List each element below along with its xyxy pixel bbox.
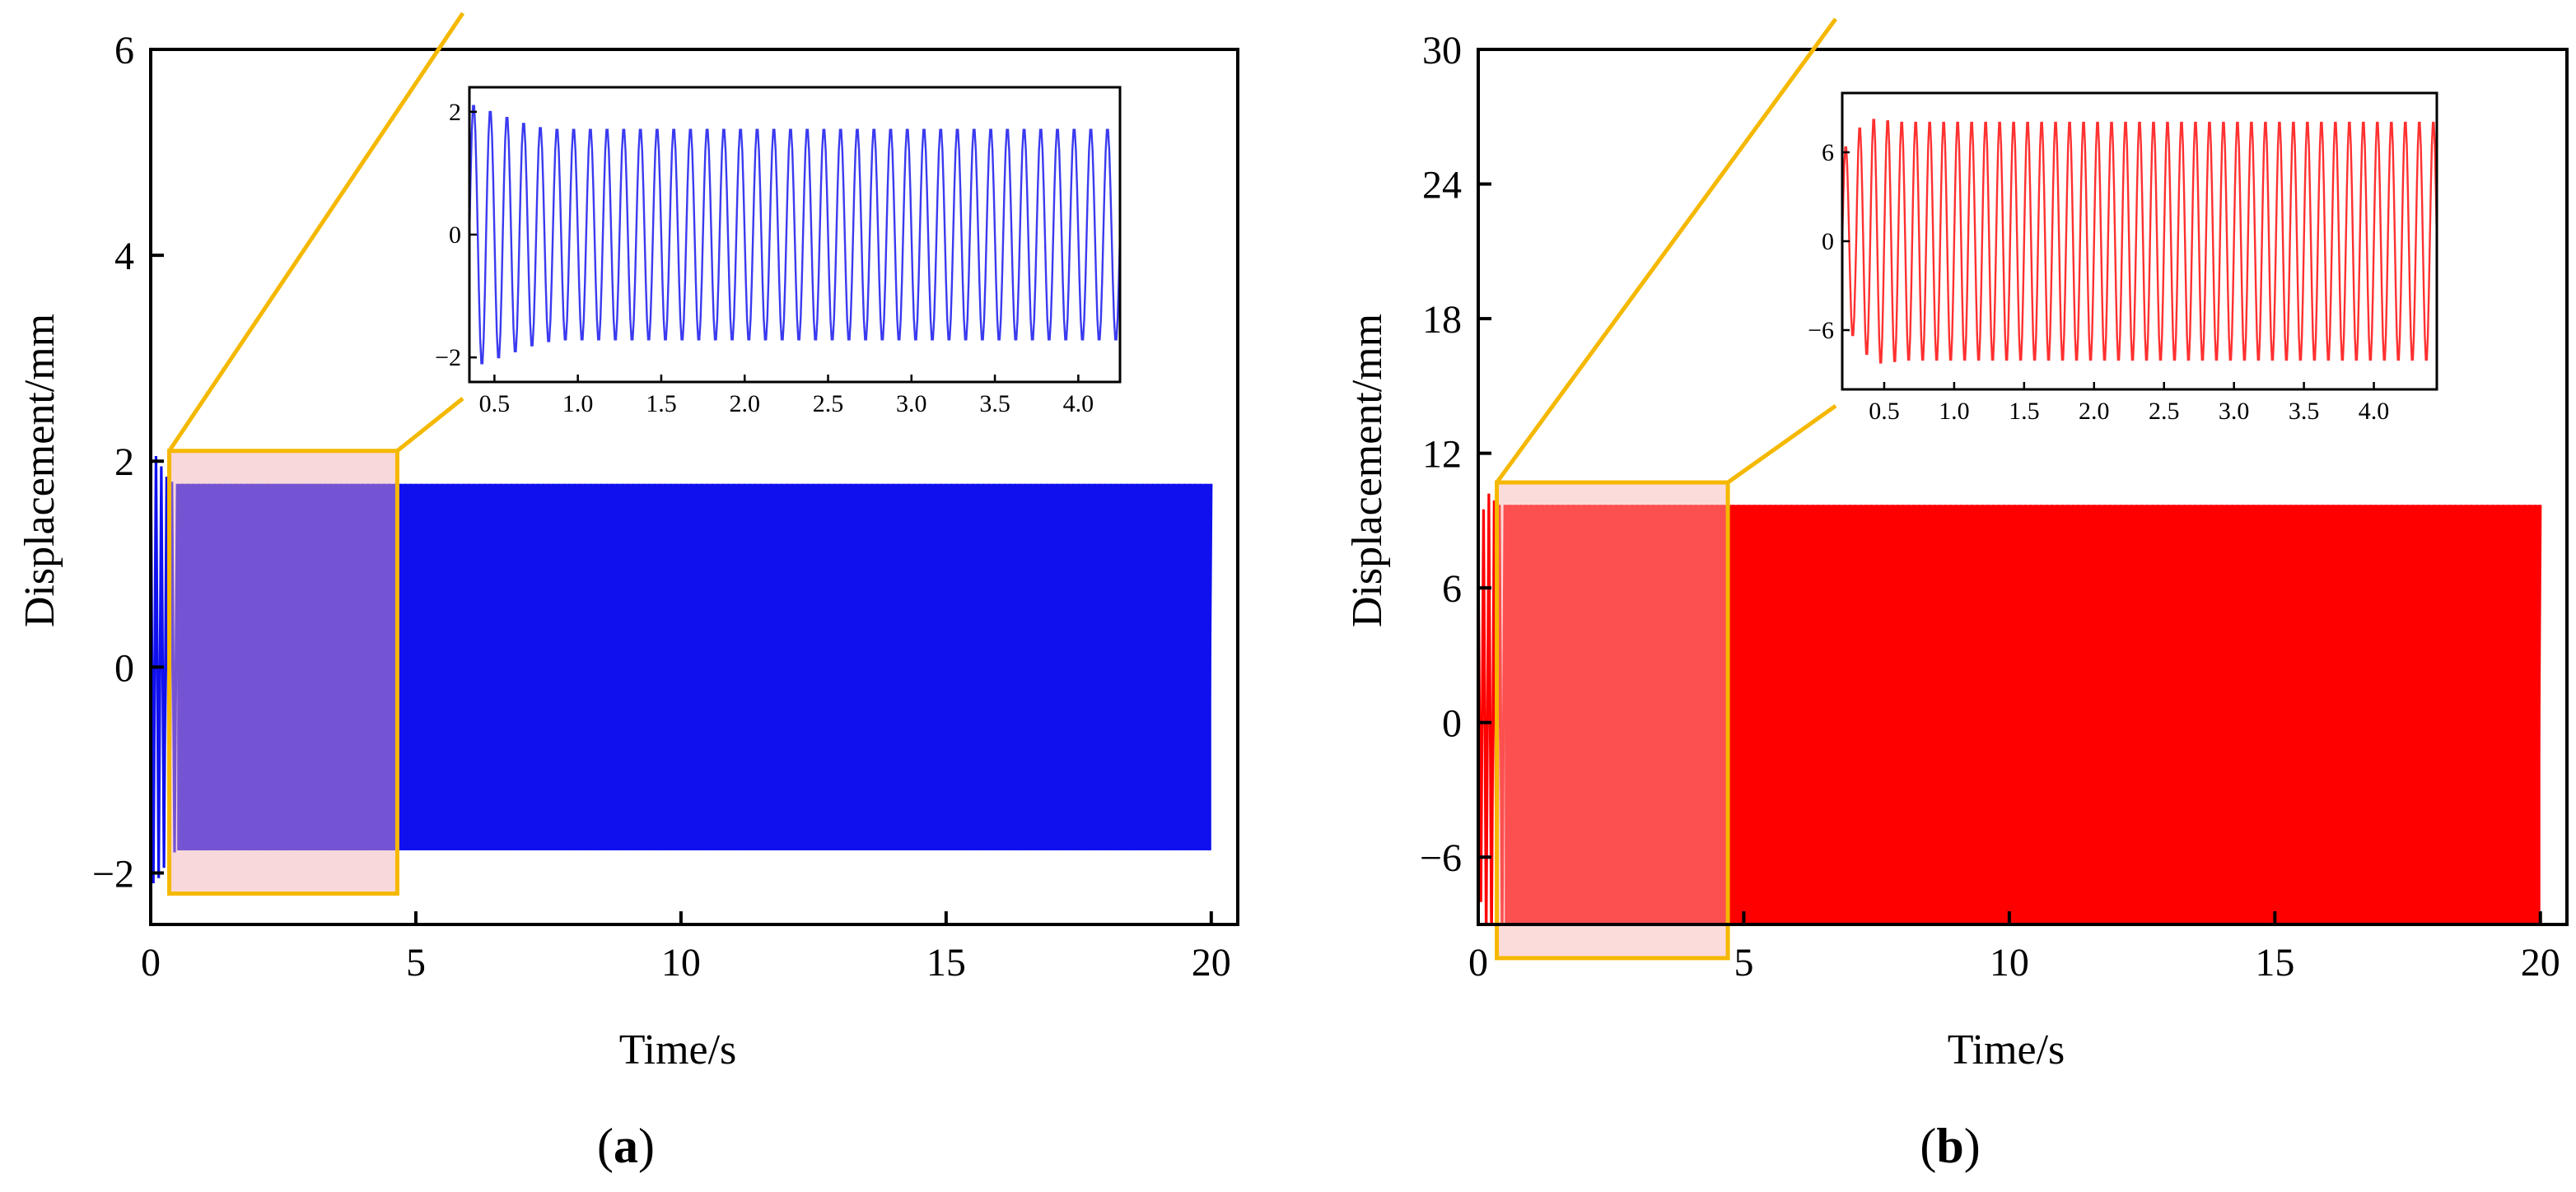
- x-tick-label: 0: [1468, 941, 1488, 985]
- inset-x-tick-label: 1.5: [2009, 398, 2040, 425]
- panel-label: (b): [1920, 1119, 1980, 1173]
- inset-x-tick-label: 2.5: [813, 390, 844, 417]
- inset-x-tick-label: 2.0: [729, 390, 760, 417]
- zoom-highlight: [169, 450, 398, 894]
- x-tick-label: 20: [2521, 941, 2560, 985]
- inset-plot: 0.5 1.0 1.5 2.0 2.5 3.0 3.5 4.0 −2 0 2: [435, 86, 1122, 417]
- panel-label-close: ): [638, 1119, 655, 1173]
- inset-series-line: [469, 105, 1120, 365]
- inset-background: [1842, 93, 2437, 389]
- x-tick-label: 20: [1192, 941, 1231, 985]
- zoom-frame: [1495, 480, 1730, 961]
- inset-y-tick-label: 2: [449, 99, 461, 126]
- panel-label-letter: b: [1936, 1119, 1963, 1173]
- x-tick-label: 5: [406, 941, 426, 985]
- panel-b: 0 5 10 15 20 −6 0 6 12 18 24 30 Time/s Displacement/m…: [1344, 17, 2569, 1173]
- series-band-fill: [177, 483, 1211, 850]
- x-tick-label: 10: [661, 941, 701, 985]
- axes-frame: [1477, 48, 2569, 926]
- y-tick-label: 18: [1422, 298, 1462, 342]
- inset-y-tick-label: 6: [1822, 139, 1834, 166]
- inset-x-tick-label: 4.0: [1063, 390, 1094, 417]
- inset-y-tick-label: −6: [1808, 317, 1834, 344]
- inset-x-tick-label: 0.5: [1869, 398, 1900, 425]
- inset-x-tick-label: 3.0: [896, 390, 927, 417]
- y-tick-label: 12: [1422, 433, 1462, 477]
- y-tick-label: 4: [114, 235, 134, 278]
- x-tick-label: 15: [926, 941, 966, 985]
- y-tick-label: 6: [1442, 567, 1462, 611]
- y-tick-label: 24: [1422, 164, 1462, 207]
- panel-label-close: ): [1964, 1119, 1981, 1173]
- y-tick-label: 6: [114, 29, 134, 72]
- x-tick-label: 10: [1990, 941, 2029, 985]
- x-tick-label: 5: [1734, 941, 1753, 985]
- y-axis-label: Displacement/mm: [16, 314, 63, 627]
- x-tick-label: 0: [141, 941, 161, 985]
- inset-x-tick-label: 3.5: [979, 390, 1010, 417]
- zoom-connector-right: [395, 397, 464, 453]
- inset-x-tick-label: 1.0: [562, 390, 594, 417]
- zoom-connector-right: [1726, 403, 1837, 485]
- y-tick-label: 0: [114, 646, 134, 690]
- panel-label-open: (: [1920, 1119, 1936, 1173]
- inset-series-line: [1842, 119, 2437, 364]
- x-axis-label: Time/s: [1948, 1027, 2065, 1073]
- inset-y-tick-label: 0: [449, 221, 461, 249]
- inset-y-tick-label: 0: [1822, 228, 1834, 255]
- zoom-frame: [167, 449, 399, 896]
- inset-x-tick-label: 2.0: [2079, 398, 2110, 425]
- series-band-fill: [1505, 505, 2541, 924]
- y-axis-label: Displacement/mm: [1344, 314, 1391, 627]
- inset-y-tick-label: −2: [435, 344, 461, 371]
- zoom-highlight: [1496, 482, 1729, 958]
- inset-plot: 0.5 1.0 1.5 2.0 2.5 3.0 3.5 4.0 −6 0 6: [1808, 91, 2438, 425]
- panel-label-letter: a: [614, 1119, 638, 1173]
- inset-x-tick-label: 1.0: [1939, 398, 1970, 425]
- zoom-connector-left: [167, 12, 465, 453]
- panel-a: 0 5 10 15 20−20246Time/sDisplacement/mm(a)0.…: [16, 12, 1239, 1173]
- y-tick-label: −2: [92, 852, 134, 896]
- inset-x-tick-label: 2.5: [2149, 398, 2180, 425]
- inset-x-tick-label: 1.5: [646, 390, 677, 417]
- axes-frame: [149, 48, 1239, 926]
- inset-x-tick-label: 3.5: [2289, 398, 2320, 425]
- x-tick-label: 15: [2255, 941, 2294, 985]
- y-tick-label: 30: [1422, 29, 1462, 72]
- y-tick-label: 2: [114, 440, 134, 484]
- inset-x-tick-label: 3.0: [2219, 398, 2250, 425]
- y-tick-label: 0: [1442, 702, 1462, 746]
- inset-x-tick-label: 4.0: [2359, 398, 2390, 425]
- inset-x-tick-label: 0.5: [479, 390, 511, 417]
- y-tick-label: −6: [1420, 836, 1462, 880]
- panel-label-open: (: [597, 1119, 614, 1173]
- panel-label: (a): [597, 1119, 655, 1173]
- x-axis-label: Time/s: [619, 1027, 737, 1073]
- zoom-connector-left: [1495, 17, 1838, 484]
